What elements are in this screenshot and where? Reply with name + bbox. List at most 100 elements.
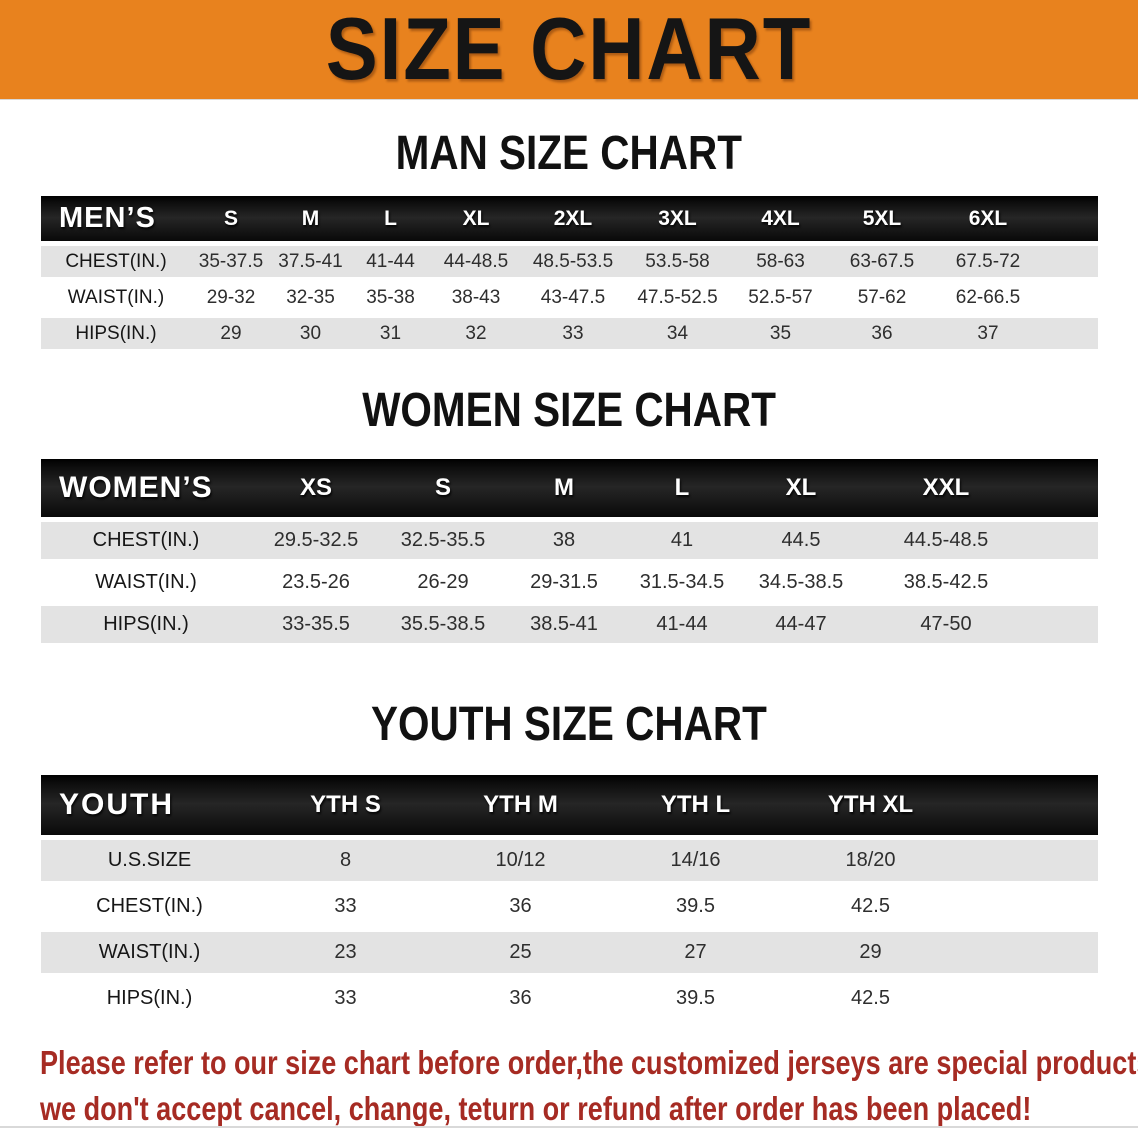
- column-header: S: [223, 206, 238, 230]
- column-header: YTH XL: [827, 791, 914, 818]
- column-header-filler: [1043, 196, 1098, 241]
- cell-filler: [1031, 606, 1098, 643]
- cell: 32-35: [286, 286, 335, 308]
- column-header: 5XL: [862, 206, 902, 230]
- cell: 29: [220, 322, 242, 344]
- column-header: L: [674, 474, 690, 501]
- men-hips-row: HIPS(IN.) 29 30 31 32 33 34 35 36 37: [41, 318, 1098, 349]
- youth-ussize-row: U.S.SIZE 8 10/12 14/16 18/20: [41, 840, 1098, 881]
- cell: 52.5-57: [748, 286, 813, 308]
- cell: 58-63: [756, 250, 805, 272]
- cell: 39.5: [676, 895, 715, 917]
- men-chest-row: CHEST(IN.) 35-37.5 37.5-41 41-44 44-48.5…: [41, 246, 1098, 277]
- cell: 41-44: [366, 250, 415, 272]
- cell: 35.5-38.5: [400, 613, 486, 635]
- cell: 38: [552, 529, 576, 551]
- youth-size-table: YOUTH YTH S YTH M YTH L YTH XL U.S.SIZE …: [41, 770, 1098, 1024]
- cell: 44-48.5: [443, 250, 509, 272]
- men-heading-text: MAN SIZE CHART: [395, 124, 743, 180]
- women-waist-row: WAIST(IN.) 23.5-26 26-29 29-31.5 31.5-34…: [41, 564, 1098, 601]
- women-table-title: WOMEN’S: [59, 471, 213, 504]
- cell: 53.5-58: [645, 250, 710, 272]
- cell-filler: [958, 886, 1098, 927]
- cell: 43-47.5: [540, 286, 606, 308]
- cell: 31: [379, 322, 402, 344]
- cell: 36: [509, 895, 532, 917]
- row-label: HIPS(IN.): [106, 987, 193, 1009]
- row-label: CHEST(IN.): [65, 250, 167, 272]
- column-header: XS: [299, 474, 332, 501]
- cell-filler: [1043, 318, 1098, 349]
- men-size-table-wrap: MEN’S S M L XL 2XL 3XL 4XL 5XL 6XL CHEST…: [41, 191, 1098, 354]
- cell: 33: [562, 322, 584, 344]
- column-header: 6XL: [968, 206, 1008, 230]
- row-label: WAIST(IN.): [98, 941, 201, 963]
- cell: 30: [299, 322, 322, 344]
- column-header-filler: [958, 775, 1098, 835]
- youth-table-title: YOUTH: [59, 788, 174, 821]
- cell: 35-37.5: [198, 250, 264, 272]
- cell: 48.5-53.5: [532, 250, 614, 272]
- cell: 33: [334, 895, 357, 917]
- women-heading-text: WOMEN SIZE CHART: [362, 381, 776, 437]
- bottom-divider: [0, 1126, 1138, 1128]
- cell: 23.5-26: [282, 571, 350, 593]
- banner-title: SIZE CHART: [325, 0, 813, 99]
- column-header-filler: [1031, 459, 1098, 517]
- column-header: S: [434, 474, 451, 501]
- cell: 33: [334, 987, 357, 1009]
- cell: 29-32: [206, 286, 256, 308]
- youth-heading-text: YOUTH SIZE CHART: [371, 695, 767, 751]
- cell: 38-43: [451, 286, 501, 308]
- order-notice-line-1: Please refer to our size chart before or…: [40, 1044, 1138, 1081]
- women-size-table-wrap: WOMEN’S XS S M L XL XXL CHEST(IN.) 29.5-…: [41, 454, 1098, 648]
- banner: SIZE CHART: [0, 0, 1138, 100]
- cell: 37.5-41: [278, 250, 343, 272]
- cell: 39.5: [676, 987, 715, 1009]
- row-label: CHEST(IN.): [92, 529, 200, 551]
- cell: 10/12: [495, 849, 546, 871]
- cell: 14/16: [670, 849, 721, 871]
- column-header: 3XL: [658, 206, 697, 230]
- column-header: M: [554, 474, 574, 501]
- column-header: XL: [785, 474, 817, 501]
- cell: 62-66.5: [955, 286, 1021, 308]
- cell-filler: [1031, 522, 1098, 559]
- row-label: HIPS(IN.): [75, 322, 157, 344]
- cell: 38.5-42.5: [903, 571, 989, 593]
- cell: 47-50: [920, 613, 972, 635]
- cell: 33-35.5: [282, 613, 350, 635]
- row-label: U.S.SIZE: [107, 849, 192, 871]
- youth-size-table-wrap: YOUTH YTH S YTH M YTH L YTH XL U.S.SIZE …: [41, 770, 1098, 1024]
- cell: 32: [465, 322, 487, 344]
- youth-chest-row: CHEST(IN.) 33 36 39.5 42.5: [41, 886, 1098, 927]
- cell: 38.5-41: [530, 613, 598, 635]
- cell: 41: [670, 529, 694, 551]
- cell-filler: [958, 840, 1098, 881]
- order-notice-line-2: we don't accept cancel, change, teturn o…: [40, 1089, 1032, 1127]
- youth-hips-row: HIPS(IN.) 33 36 39.5 42.5: [41, 978, 1098, 1019]
- cell: 29-31.5: [530, 571, 598, 593]
- column-header: YTH M: [483, 791, 558, 818]
- column-header: L: [384, 206, 397, 230]
- cell: 41-44: [656, 613, 708, 635]
- cell: 36: [871, 322, 893, 344]
- cell: 8: [339, 849, 352, 871]
- cell: 25: [509, 941, 532, 963]
- cell: 44.5-48.5: [903, 529, 989, 551]
- women-section-heading: WOMEN SIZE CHART: [0, 381, 1138, 437]
- cell: 42.5: [851, 895, 890, 917]
- cell: 35-38: [366, 286, 415, 308]
- column-header: M: [301, 206, 320, 230]
- cell-filler: [958, 932, 1098, 973]
- cell-filler: [1043, 282, 1098, 313]
- cell: 35: [769, 322, 792, 344]
- women-header-row: WOMEN’S XS S M L XL XXL: [41, 459, 1098, 517]
- cell: 34.5-38.5: [758, 571, 844, 593]
- column-header: 2XL: [553, 206, 593, 230]
- youth-waist-row: WAIST(IN.) 23 25 27 29: [41, 932, 1098, 973]
- row-label: HIPS(IN.): [103, 613, 189, 635]
- cell-filler: [1031, 564, 1098, 601]
- cell: 67.5-72: [955, 250, 1021, 272]
- youth-header-row: YOUTH YTH S YTH M YTH L YTH XL: [41, 775, 1098, 835]
